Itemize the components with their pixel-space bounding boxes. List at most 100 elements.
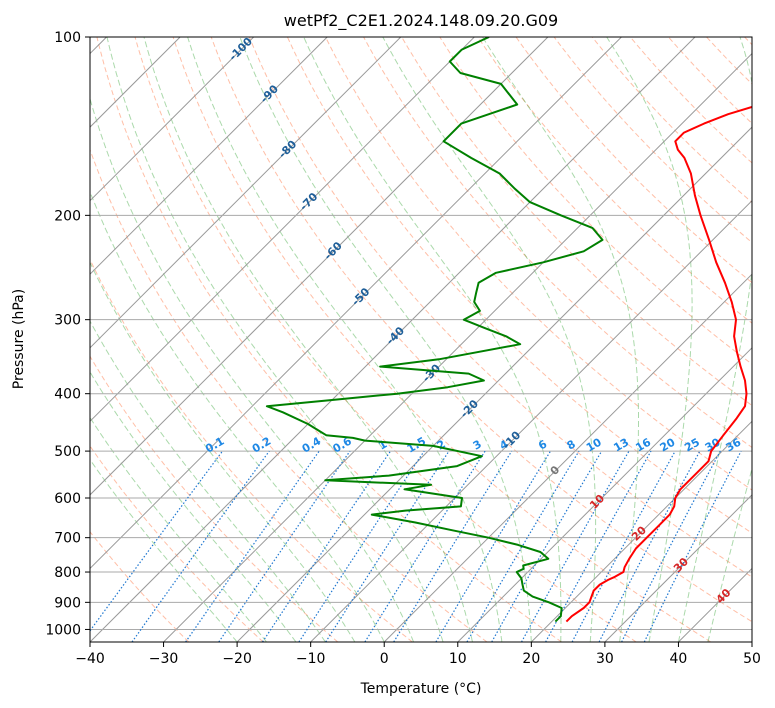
dry-adiabat (90, 355, 339, 642)
moist-adiabat (382, 37, 597, 642)
isotherm (530, 420, 752, 642)
isotherm (236, 126, 752, 642)
dry-adiabat (90, 258, 413, 642)
mixing-ratio-label: 0.2 (250, 435, 273, 456)
moist-adiabat (90, 261, 356, 642)
dry-adiabat (172, 37, 712, 642)
mixing-ratio-line (90, 450, 223, 632)
isotherm (90, 37, 696, 642)
y-tick-label: 600 (54, 491, 81, 507)
dry-adiabat (90, 531, 190, 642)
chart-title: wetPf2_C2E1.2024.148.09.20.G09 (284, 11, 558, 31)
moist-adiabat (90, 370, 297, 642)
y-tick-label: 1000 (45, 622, 81, 638)
mixing-ratio-label: 20 (658, 435, 678, 454)
dry-adiabat (96, 37, 562, 642)
isotherm (90, 37, 622, 570)
mixing-ratio-line (364, 450, 486, 642)
mixing-ratio-label: 0.4 (300, 434, 324, 455)
moist-adiabat (239, 37, 532, 642)
mixing-ratio-line (393, 450, 513, 642)
profile-lines (265, 37, 752, 623)
y-tick-label: 800 (54, 565, 81, 581)
moist-adiabat (90, 458, 238, 642)
moist-adiabat (606, 37, 693, 642)
mixing-ratio-line (131, 450, 270, 642)
dry-adiabat (401, 37, 752, 407)
x-axis: −40 −30 −20 −10 0 10 20 30 40 50 (75, 642, 761, 667)
moist-adiabat (90, 96, 415, 642)
y-axis-label: Pressure (hPa) (11, 289, 27, 389)
plot-frame (89, 36, 753, 643)
moist-adiabat (677, 37, 752, 642)
moist-adiabat (187, 37, 503, 642)
x-axis-label: Temperature (°C) (360, 681, 482, 697)
x-tick-label: −30 (149, 651, 179, 667)
isotherm (457, 347, 752, 642)
isotherm (604, 494, 752, 642)
isotherm (90, 37, 328, 275)
y-tick-label: 200 (54, 208, 81, 224)
dry-adiabat (706, 37, 752, 85)
isotherm (90, 37, 402, 349)
mixing-ratio-line (218, 450, 351, 642)
dry-adiabat (210, 37, 752, 623)
x-tick-label: 40 (670, 651, 688, 667)
dry-adiabat (629, 37, 752, 164)
dry-adiabat (439, 37, 752, 365)
moist-adiabat (482, 37, 639, 642)
dry-adiabat (515, 37, 752, 284)
moist-adiabat (303, 37, 562, 642)
mixing-ratio-line (520, 450, 630, 642)
x-tick-label: 0 (380, 651, 389, 667)
x-tick-label: 30 (596, 651, 614, 667)
dry-adiabat (90, 148, 488, 642)
y-axis: 1000 900 800 700 600 500 400 300 200 100 (45, 30, 90, 638)
mixing-ratio-line (621, 450, 721, 642)
isotherm (310, 199, 752, 642)
dry-adiabat (744, 37, 752, 46)
isotherm (90, 37, 475, 423)
mixing-ratio-label: 1 (376, 438, 389, 453)
mixing-ratio-line (571, 450, 676, 642)
isotherm (383, 273, 752, 642)
x-tick-label: 20 (522, 651, 540, 667)
y-tick-label: 300 (54, 313, 81, 329)
dry-adiabat (477, 37, 752, 324)
moist-adiabat (90, 416, 267, 642)
mixing-ratio-label: 36 (723, 435, 743, 454)
y-tick-label: 700 (54, 531, 81, 547)
mixing-ratio-label: 10 (584, 435, 604, 454)
mixing-ratio-line (598, 450, 701, 642)
mixing-ratio-line (643, 450, 742, 642)
mixing-ratio-label: 6 (536, 437, 549, 452)
x-tick-label: 10 (449, 651, 467, 667)
x-tick-label: 50 (743, 651, 761, 667)
dry-adiabat (325, 37, 752, 491)
dry-adiabat (286, 37, 752, 534)
dry-adiabat (591, 37, 752, 204)
isotherm (90, 37, 255, 202)
dewpoint-line (265, 37, 604, 623)
y-tick-label: 900 (54, 595, 81, 611)
isotherm (163, 52, 752, 642)
mixing-ratio-line (545, 450, 652, 642)
mixing-ratio-line (325, 450, 450, 642)
mixing-ratio-label: 2 (435, 438, 448, 453)
x-tick-label: −20 (222, 651, 252, 667)
mixing-ratio-label: 3 (471, 438, 484, 453)
moist-adiabat (143, 37, 473, 642)
dry-adiabat (248, 37, 752, 578)
temperature-line (565, 105, 752, 623)
dry-adiabat (134, 37, 637, 642)
moist-adiabat (90, 190, 385, 642)
background-lines (90, 37, 752, 642)
isotherm (751, 641, 752, 642)
y-tick-label: 500 (54, 444, 81, 460)
y-tick-label: 400 (54, 387, 81, 403)
mixing-ratio-line (491, 450, 603, 642)
mixing-ratio-line (185, 450, 320, 642)
x-tick-label: −10 (296, 651, 326, 667)
dry-adiabat (90, 445, 264, 642)
